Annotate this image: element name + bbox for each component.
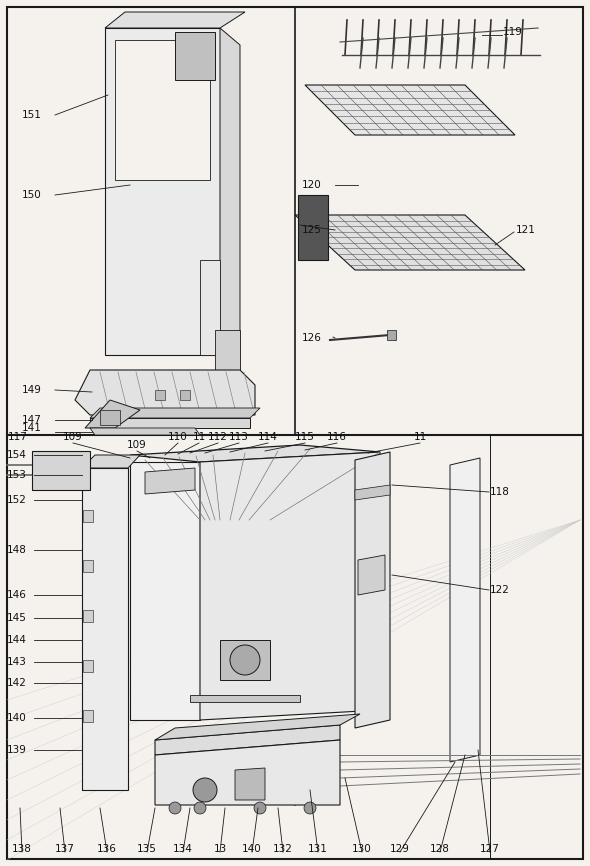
Text: 135: 135: [137, 844, 157, 854]
Polygon shape: [82, 468, 128, 790]
Text: 109: 109: [127, 440, 147, 450]
Polygon shape: [215, 330, 240, 370]
Polygon shape: [387, 330, 396, 340]
Text: 152: 152: [7, 495, 27, 505]
Text: 117: 117: [8, 432, 28, 442]
Text: 112: 112: [208, 432, 228, 442]
Text: 132: 132: [273, 844, 293, 854]
Text: 113: 113: [229, 432, 249, 442]
Polygon shape: [75, 370, 255, 415]
Text: 141: 141: [22, 423, 42, 433]
Polygon shape: [155, 725, 340, 755]
Text: 137: 137: [55, 844, 75, 854]
Polygon shape: [155, 714, 360, 740]
Polygon shape: [115, 40, 210, 180]
Text: 110: 110: [168, 432, 188, 442]
Text: 119: 119: [503, 27, 523, 37]
Polygon shape: [83, 510, 93, 522]
Polygon shape: [355, 452, 390, 728]
Text: 109: 109: [63, 432, 83, 442]
Text: 130: 130: [352, 844, 372, 854]
Polygon shape: [145, 468, 195, 494]
Circle shape: [194, 802, 206, 814]
Text: 136: 136: [97, 844, 117, 854]
Text: 134: 134: [173, 844, 193, 854]
Polygon shape: [175, 32, 215, 80]
Polygon shape: [220, 28, 240, 370]
Polygon shape: [190, 695, 300, 702]
Polygon shape: [90, 428, 200, 435]
Text: 154: 154: [7, 450, 27, 460]
Polygon shape: [85, 400, 140, 428]
Circle shape: [254, 802, 266, 814]
Text: 121: 121: [516, 225, 536, 235]
Polygon shape: [105, 12, 245, 28]
Text: 149: 149: [22, 385, 42, 395]
Polygon shape: [295, 215, 525, 270]
Polygon shape: [130, 445, 380, 462]
Text: 140: 140: [242, 844, 262, 854]
Text: 127: 127: [480, 844, 500, 854]
Text: 115: 115: [295, 432, 315, 442]
Text: 114: 114: [258, 432, 278, 442]
Text: 128: 128: [430, 844, 450, 854]
Polygon shape: [7, 7, 583, 859]
Text: 138: 138: [12, 844, 32, 854]
Polygon shape: [358, 555, 385, 595]
Circle shape: [169, 802, 181, 814]
Text: 120: 120: [302, 180, 322, 190]
Text: 151: 151: [22, 110, 42, 120]
Text: 125: 125: [302, 225, 322, 235]
Polygon shape: [235, 768, 265, 800]
Text: 146: 146: [7, 590, 27, 600]
Text: 142: 142: [7, 678, 27, 688]
Polygon shape: [220, 640, 270, 680]
Text: 131: 131: [308, 844, 328, 854]
Polygon shape: [82, 455, 140, 468]
Polygon shape: [298, 195, 328, 260]
Polygon shape: [355, 485, 390, 500]
Polygon shape: [200, 260, 220, 355]
Polygon shape: [83, 710, 93, 722]
Text: 129: 129: [390, 844, 410, 854]
Polygon shape: [155, 390, 165, 400]
Text: 13: 13: [214, 844, 227, 854]
Text: 143: 143: [7, 657, 27, 667]
Text: 116: 116: [327, 432, 347, 442]
Polygon shape: [83, 660, 93, 672]
Text: 122: 122: [490, 585, 510, 595]
Polygon shape: [83, 610, 93, 622]
Polygon shape: [130, 462, 200, 720]
Polygon shape: [105, 28, 220, 355]
Text: 118: 118: [490, 487, 510, 497]
Polygon shape: [450, 458, 480, 762]
Polygon shape: [100, 410, 120, 425]
Text: 148: 148: [7, 545, 27, 555]
Polygon shape: [180, 390, 190, 400]
Text: 11: 11: [192, 432, 206, 442]
Polygon shape: [90, 408, 260, 418]
Polygon shape: [305, 85, 515, 135]
Text: 150: 150: [22, 190, 42, 200]
Text: 139: 139: [7, 745, 27, 755]
Polygon shape: [90, 418, 250, 428]
Text: 140: 140: [7, 713, 27, 723]
Text: 11: 11: [414, 432, 427, 442]
Text: 144: 144: [7, 635, 27, 645]
Polygon shape: [32, 451, 90, 490]
Text: 126: 126: [302, 333, 322, 343]
Polygon shape: [200, 452, 380, 720]
Text: 147: 147: [22, 415, 42, 425]
Circle shape: [230, 645, 260, 675]
Text: 145: 145: [7, 613, 27, 623]
Polygon shape: [83, 560, 93, 572]
Circle shape: [193, 778, 217, 802]
Circle shape: [304, 802, 316, 814]
Text: 153: 153: [7, 470, 27, 480]
Polygon shape: [155, 740, 340, 805]
